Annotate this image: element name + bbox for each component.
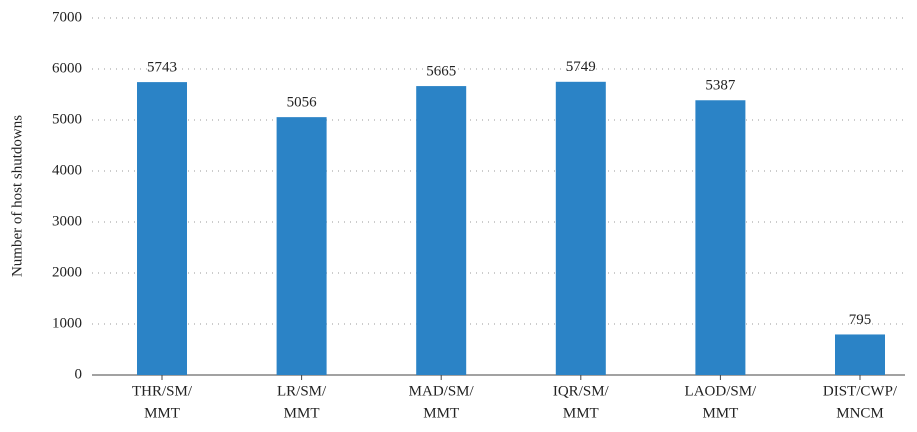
bar bbox=[835, 334, 885, 375]
y-tick-label: 1000 bbox=[52, 315, 82, 331]
x-tick-label: MMT bbox=[702, 405, 738, 421]
y-tick-label: 2000 bbox=[52, 264, 82, 280]
data-label: 5743 bbox=[147, 60, 177, 76]
bar bbox=[137, 82, 187, 376]
x-tick-label: LR/SM/ bbox=[277, 383, 327, 399]
x-tick-label: DIST/CWP/ bbox=[823, 383, 898, 399]
y-tick-label: 4000 bbox=[52, 162, 82, 178]
data-label: 5665 bbox=[426, 64, 456, 80]
data-label: 5387 bbox=[705, 78, 736, 94]
x-tick-label: MMT bbox=[563, 405, 599, 421]
data-label: 795 bbox=[849, 312, 872, 328]
x-tick-label: MMT bbox=[284, 405, 320, 421]
x-tick-label: MAD/SM/ bbox=[409, 383, 475, 399]
x-tick-label: THR/SM/ bbox=[132, 383, 193, 399]
x-tick-label: MMT bbox=[144, 405, 180, 421]
x-tick-label: MMT bbox=[423, 405, 459, 421]
y-tick-label: 0 bbox=[75, 366, 83, 382]
bar bbox=[555, 81, 606, 376]
bar bbox=[416, 86, 467, 376]
x-tick-label: IQR/SM/ bbox=[553, 383, 610, 399]
y-axis-label: Number of host shutdowns bbox=[9, 115, 25, 277]
y-tick-label: 5000 bbox=[52, 111, 82, 127]
data-label: 5056 bbox=[287, 95, 318, 111]
y-tick-label: 7000 bbox=[52, 9, 82, 25]
data-label: 5749 bbox=[566, 59, 596, 75]
bar bbox=[276, 117, 327, 376]
x-tick-label: MNCM bbox=[836, 405, 884, 421]
bar bbox=[695, 100, 746, 375]
y-tick-label: 6000 bbox=[52, 60, 82, 76]
y-tick-label: 3000 bbox=[52, 213, 82, 229]
x-tick-label: LAOD/SM/ bbox=[685, 383, 758, 399]
